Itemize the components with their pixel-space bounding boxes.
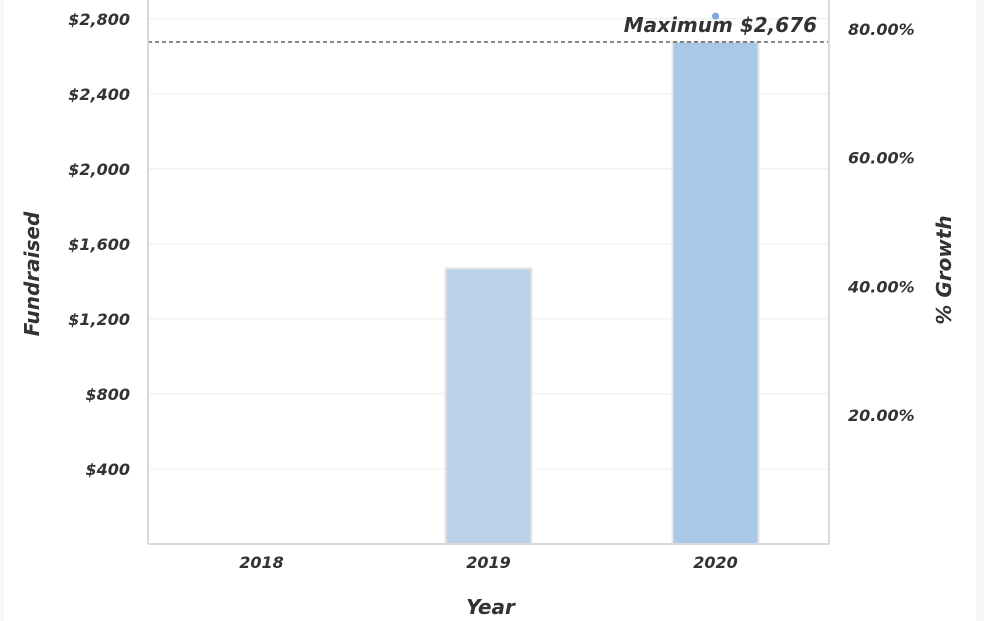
y-tick-label: $1,600 <box>68 235 130 254</box>
x-axis-title: Year <box>466 595 516 619</box>
bar-2019 <box>444 267 533 545</box>
growth-points <box>712 12 719 20</box>
y-tick-label: $2,000 <box>68 160 130 179</box>
y-tick-label: $1,200 <box>68 310 130 329</box>
axes <box>147 0 830 545</box>
y-tick-label: $400 <box>85 460 130 479</box>
y-tick-label: $2,800 <box>68 10 130 29</box>
y2-axis-title: % Growth <box>932 215 956 324</box>
y-axis-title: Fundraised <box>20 211 44 336</box>
y-tick-label: $800 <box>85 385 130 404</box>
y2-tick-label: 80.00% <box>848 20 915 39</box>
growth-point-2020 <box>712 12 719 20</box>
maximum-reference-label: Maximum $2,676 <box>624 13 817 37</box>
x-tick-label: 2018 <box>239 553 284 572</box>
bar-2020 <box>671 41 760 545</box>
y2-tick-label: 60.00% <box>848 149 915 168</box>
x-tick-labels: 2018 2019 2020 <box>239 553 738 572</box>
y-tick-labels: $400 $800 $1,200 $1,600 $2,000 $2,400 $2,800 <box>68 10 130 479</box>
y2-tick-label: 40.00% <box>847 277 915 296</box>
bars <box>444 41 760 545</box>
y2-tick-label: 20.00% <box>848 406 915 425</box>
y-tick-label: $2,400 <box>68 85 130 104</box>
y2-tick-labels: 20.00% 40.00% 60.00% 80.00% <box>847 20 915 425</box>
x-tick-label: 2020 <box>693 553 738 572</box>
x-tick-label: 2019 <box>466 553 511 572</box>
